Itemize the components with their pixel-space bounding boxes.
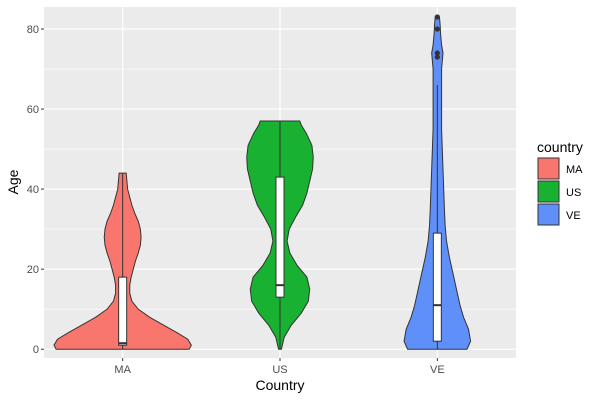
boxplots	[118, 14, 442, 350]
outlier-VE	[434, 14, 440, 20]
legend-key-VE	[537, 203, 560, 226]
outlier-VE	[434, 26, 440, 32]
legend-label-MA: MA	[566, 164, 583, 176]
legend: country MA US VE	[537, 139, 583, 226]
y-tick-label: 40	[27, 184, 39, 196]
legend-key-MA	[537, 157, 560, 180]
y-tick-label: 20	[27, 264, 39, 276]
x-axis-title: Country	[255, 377, 304, 393]
box-VE	[432, 232, 442, 342]
y-tick-label: 0	[33, 344, 39, 356]
legend-label-US: US	[566, 187, 581, 199]
y-tick-label: 80	[27, 24, 39, 36]
legend-title: country	[537, 139, 583, 155]
box-MA	[118, 276, 128, 346]
x-tick-label: VE	[430, 364, 445, 376]
legend-items: MA US VE	[537, 157, 583, 226]
legend-label-VE: VE	[566, 210, 581, 222]
box-US	[275, 176, 285, 298]
outlier-VE	[434, 54, 440, 60]
y-axis-title: Age	[5, 169, 21, 194]
legend-key-US	[537, 180, 560, 203]
x-tick-label: MA	[114, 364, 131, 376]
y-axis: 0 20 40 60 80	[27, 24, 44, 356]
outlier-VE	[434, 50, 440, 56]
x-axis: MA US VE	[114, 358, 445, 376]
x-tick-label: US	[272, 364, 287, 376]
y-tick-label: 60	[27, 104, 39, 116]
